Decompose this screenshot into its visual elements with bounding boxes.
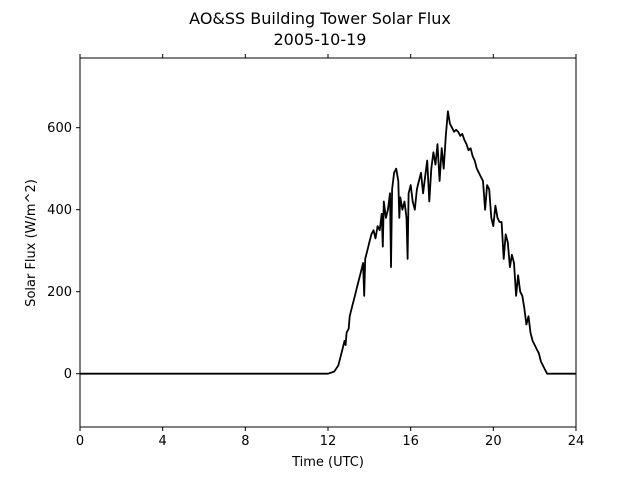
y-tick-label: 0 [64,367,72,382]
x-tick-label: 4 [159,434,167,449]
x-tick-label: 0 [76,434,84,449]
plot-area [80,110,576,375]
x-tick-label: 16 [402,434,419,449]
axes-frame [79,57,577,428]
x-axis-label: Time (UTC) [291,455,364,470]
chart-title: AO&SS Building Tower Solar Flux [189,9,451,28]
y-tick-label: 400 [47,203,72,218]
x-tick-label: 12 [320,434,337,449]
chart-subtitle: 2005-10-19 [274,30,367,49]
x-tick-label: 24 [568,434,585,449]
y-axis-label: Solar Flux (W/m^2) [24,179,39,307]
y-tick-label: 200 [47,285,72,300]
x-tick-label: 20 [485,434,502,449]
x-tick-label: 8 [241,434,249,449]
y-tick-label: 600 [47,121,72,136]
series-line-0 [80,110,576,375]
